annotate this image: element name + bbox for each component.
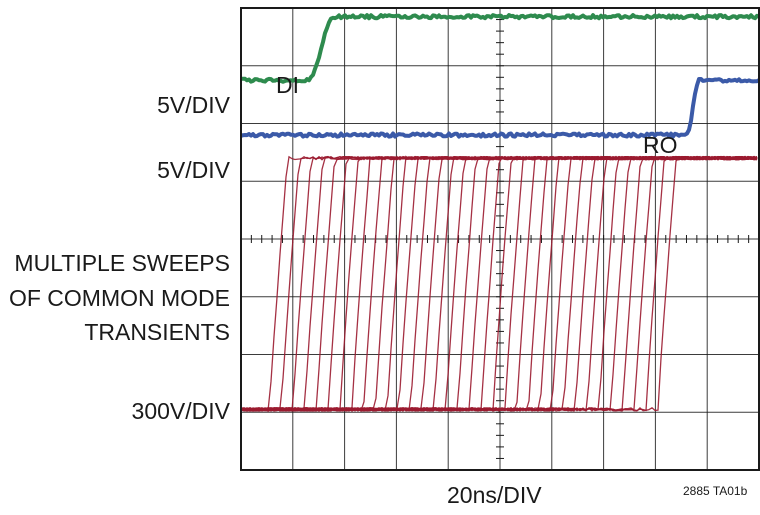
di-scale-label: 5V/DIV — [157, 92, 230, 118]
sweeps-label-line3: TRANSIENTS — [84, 319, 230, 345]
sweeps-label-line1: MULTIPLE SWEEPS — [14, 250, 230, 276]
x-axis-label: 20ns/DIV — [447, 482, 542, 508]
cm-transient-sweep — [240, 155, 758, 412]
figure-id: 2885 TA01b — [683, 484, 748, 498]
sweeps-label-line2: OF COMMON MODE — [8, 285, 230, 311]
ro-trace-label: RO — [643, 132, 678, 158]
ro-scale-label: 5V/DIV — [157, 157, 230, 183]
cm-scale-label: 300V/DIV — [131, 398, 230, 424]
plot-frame — [240, 7, 760, 471]
di-trace-label: DI — [276, 72, 299, 98]
ro-trace — [240, 77, 760, 139]
di-trace — [240, 13, 760, 84]
cm-transient-sweep — [240, 155, 758, 412]
